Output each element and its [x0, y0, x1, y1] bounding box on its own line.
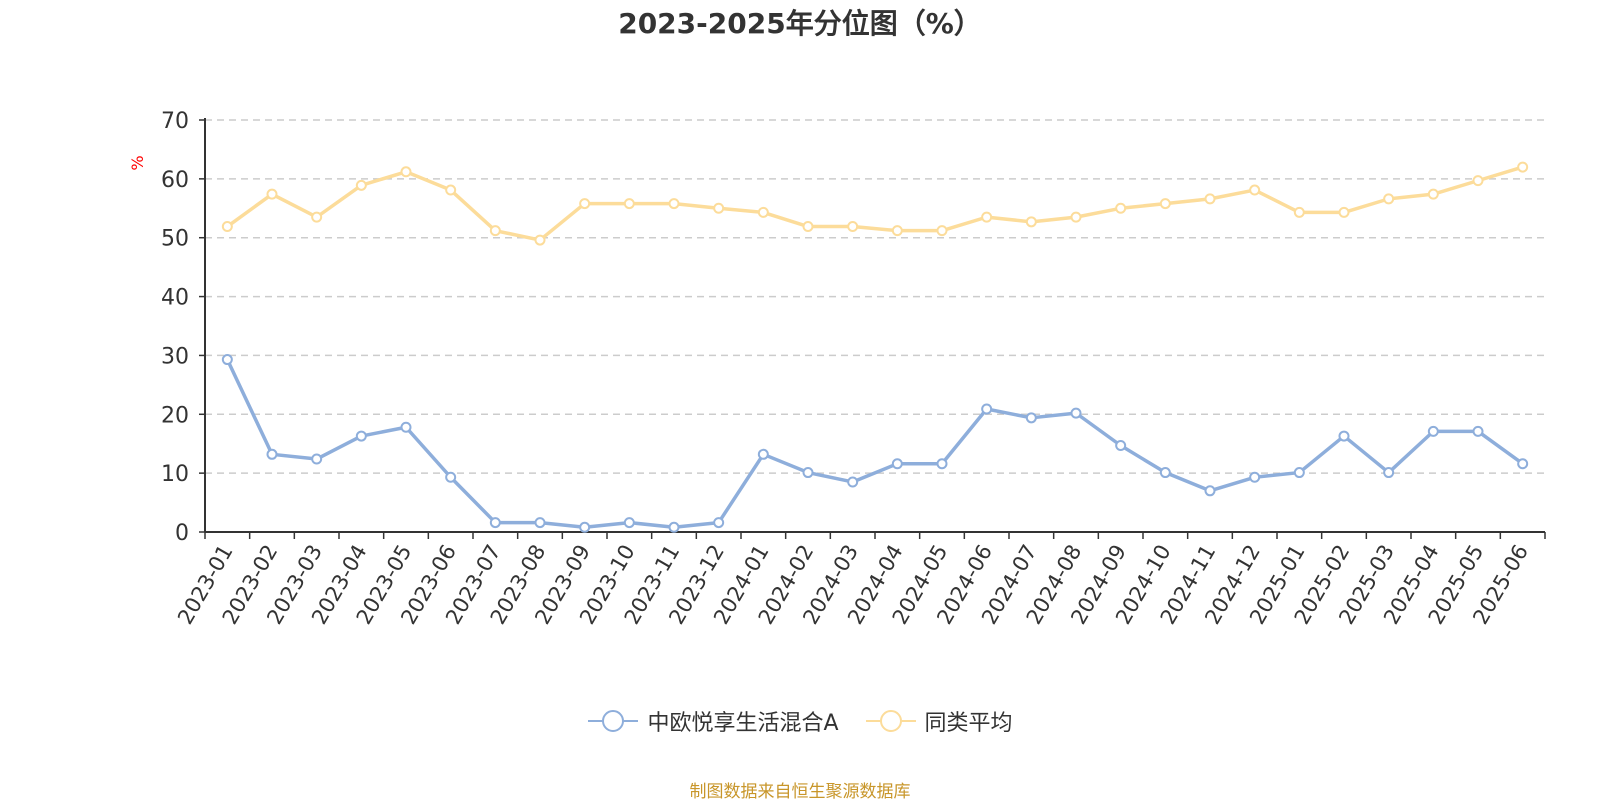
- y-tick-label: 40: [161, 286, 189, 311]
- data-point-0: [668, 521, 680, 533]
- legend: 中欧悦享生活混合A 同类平均: [0, 705, 1600, 737]
- data-point-1: [1427, 188, 1439, 200]
- data-point-1: [1338, 206, 1350, 218]
- data-point-0: [936, 458, 948, 470]
- data-point-0: [355, 430, 367, 442]
- data-point-0: [1472, 425, 1484, 437]
- y-tick-label: 70: [161, 109, 189, 134]
- data-point-1: [757, 206, 769, 218]
- legend-item-average[interactable]: 同类平均: [865, 705, 1013, 737]
- data-point-1: [221, 221, 233, 233]
- data-point-0: [1070, 407, 1082, 419]
- legend-line-circle-icon: [865, 710, 916, 732]
- data-point-0: [802, 467, 814, 479]
- data-point-1: [579, 198, 591, 210]
- data-point-1: [802, 221, 814, 233]
- legend-label-average: 同类平均: [924, 711, 1013, 736]
- data-point-1: [489, 225, 501, 237]
- data-point-0: [1159, 467, 1171, 479]
- x-tick-labels: 2023-012023-022023-032023-042023-052023-…: [173, 541, 1533, 629]
- y-tick-label: 20: [161, 403, 189, 428]
- chart-title: 2023-2025年分位图（%）: [618, 7, 982, 40]
- data-point-1: [1293, 206, 1305, 218]
- data-point-1: [355, 179, 367, 191]
- data-point-1: [891, 225, 903, 237]
- data-point-0: [1025, 412, 1037, 424]
- y-tick-label: 30: [161, 344, 189, 369]
- line-chart: % 0 10 20 30 40 50 60 70 2023-012023-022023-032…: [128, 109, 1546, 629]
- data-point-0: [445, 471, 457, 483]
- data-point-1: [311, 211, 323, 223]
- data-point-1: [1517, 161, 1529, 173]
- data-point-1: [445, 184, 457, 196]
- data-point-1: [668, 198, 680, 210]
- data-point-0: [1293, 467, 1305, 479]
- legend-label-fund: 中欧悦享生活混合A: [647, 711, 839, 736]
- axes: [199, 118, 1546, 539]
- legend-item-fund[interactable]: 中欧悦享生活混合A: [587, 705, 839, 737]
- y-tick-label: 10: [161, 462, 189, 487]
- y-tick-label: 0: [175, 521, 189, 546]
- data-point-0: [1338, 430, 1350, 442]
- data-point-1: [847, 221, 859, 233]
- data-point-0: [1517, 458, 1529, 470]
- data-point-1: [534, 234, 546, 246]
- series-line-1: [226, 165, 1524, 242]
- data-point-0: [847, 476, 859, 488]
- data-point-1: [1115, 202, 1127, 214]
- data-point-1: [1204, 193, 1216, 205]
- data-point-0: [400, 421, 412, 433]
- data-point-1: [1472, 175, 1484, 187]
- data-point-0: [891, 458, 903, 470]
- data-point-0: [1204, 485, 1216, 497]
- data-point-1: [936, 225, 948, 237]
- data-point-0: [1383, 467, 1395, 479]
- series-line-0: [225, 358, 1524, 530]
- data-point-0: [623, 517, 635, 529]
- y-axis-label: %: [128, 155, 147, 170]
- data-point-0: [1427, 425, 1439, 437]
- data-point-1: [1025, 216, 1037, 228]
- data-point-0: [713, 517, 725, 529]
- data-point-0: [489, 517, 501, 529]
- legend-line-circle-icon: [588, 710, 639, 732]
- grid-lines: [205, 119, 1545, 474]
- data-point-0: [311, 453, 323, 465]
- y-tick-label: 60: [161, 168, 189, 193]
- data-point-0: [579, 521, 591, 533]
- data-point-1: [981, 211, 993, 223]
- data-point-1: [400, 166, 412, 178]
- data-point-0: [981, 403, 993, 415]
- y-tick-labels: 0 10 20 30 40 50 60 70: [161, 109, 189, 546]
- data-point-1: [1249, 184, 1261, 196]
- y-tick-label: 50: [161, 227, 189, 252]
- data-point-0: [757, 448, 769, 460]
- data-point-0: [266, 448, 278, 460]
- data-point-1: [713, 202, 725, 214]
- data-point-0: [221, 354, 233, 366]
- data-point-1: [266, 188, 278, 200]
- data-point-1: [1383, 193, 1395, 205]
- data-point-1: [623, 198, 635, 210]
- series: [221, 161, 1529, 533]
- data-point-0: [534, 517, 546, 529]
- data-point-1: [1070, 211, 1082, 223]
- data-point-0: [1249, 471, 1261, 483]
- data-point-1: [1159, 198, 1171, 210]
- data-point-0: [1115, 439, 1127, 451]
- source-note: 制图数据来自恒生聚源数据库: [689, 782, 911, 802]
